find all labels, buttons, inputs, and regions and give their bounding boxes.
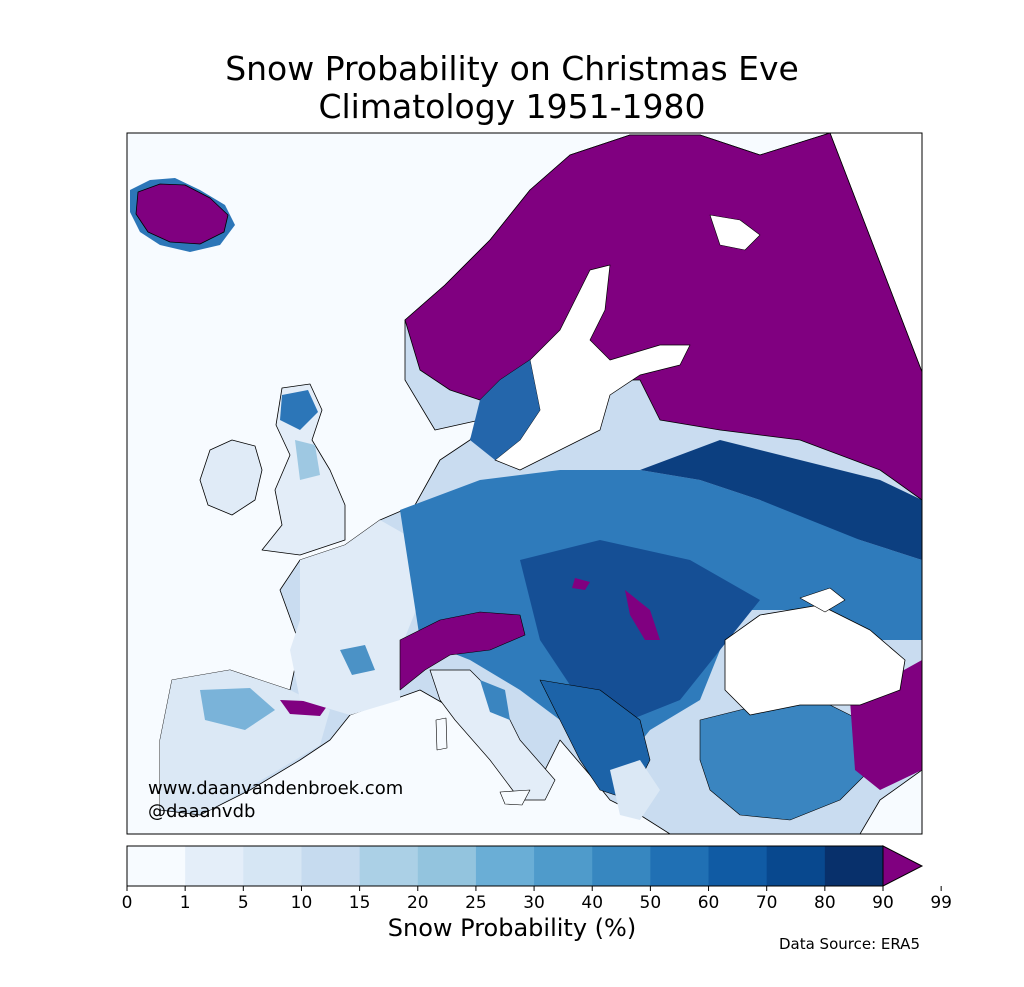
credit-website: www.daanvandenbroek.com (148, 778, 404, 799)
colorbar-swatch (824, 846, 884, 886)
credit-handle: @daaanvdb (148, 801, 256, 822)
colorbar-tick-label: 90 (872, 893, 894, 913)
russia-dark-shading (640, 440, 922, 560)
data-source: Data Source: ERA5 (778, 935, 920, 953)
colorbar-swatch (185, 846, 244, 886)
black-sea (724, 604, 906, 716)
colorbar-tick-label: 80 (814, 893, 836, 913)
colorbar-tick-label: 99 (930, 893, 952, 913)
map-frame (126, 132, 923, 835)
title-line-1: Snow Probability on Christmas Eve (225, 49, 799, 88)
colorbar-tick-label: 60 (697, 893, 720, 913)
colorbar-swatch (243, 846, 302, 886)
title-line-2: Climatology 1951-1980 (318, 87, 706, 126)
scotland-shading (280, 390, 318, 430)
colorbar-tick-label: 1 (179, 893, 191, 913)
greece (610, 760, 660, 820)
apennines-shading (480, 680, 510, 720)
colorbar-tick-label: 20 (406, 893, 429, 913)
alps (399, 611, 526, 691)
colorbar-tick-label: 25 (465, 893, 487, 913)
sea-of-azov (799, 587, 846, 613)
colorbar-swatch (359, 846, 419, 886)
colorbar-tick-label: 40 (581, 893, 604, 913)
colorbar-swatch (650, 846, 710, 886)
tatra-peak (572, 578, 590, 590)
colorbar-tick-label: 70 (755, 893, 778, 913)
colorbar-swatch (534, 846, 593, 886)
iceland (135, 183, 229, 245)
colorbar-frame (126, 845, 884, 887)
southern-sweden-shading (470, 360, 540, 460)
colorbar-tick-label: 50 (639, 893, 662, 913)
colorbar-label: Snow Probability (%) (387, 914, 637, 942)
france (290, 520, 420, 715)
colorbar-swatch (592, 846, 651, 886)
colorbar-swatch (766, 846, 826, 886)
colorbar-swatch (301, 846, 361, 886)
ireland (199, 439, 263, 516)
carpathians-peak (625, 590, 660, 640)
sicily (499, 789, 531, 806)
corsica-sardinia (435, 717, 448, 751)
iberia-highlands (200, 688, 275, 730)
colorbar-tick-label: 5 (237, 893, 249, 913)
white-sea (709, 214, 761, 251)
pennines-shading (295, 440, 320, 480)
baltic-sea (494, 264, 691, 471)
colorbar-tick-label: 10 (290, 893, 313, 913)
colorbar-swatch (475, 846, 535, 886)
colorbar-tick-label: 15 (348, 893, 371, 913)
colorbar-swatch (127, 846, 186, 886)
colorbar-swatch (708, 846, 768, 886)
colorbar-swatch (417, 846, 477, 886)
colorbar-tick-label: 30 (523, 893, 545, 913)
colorbar-tick-label: 0 (121, 893, 133, 913)
colorbar-extend-arrow (882, 845, 924, 887)
massif-central (340, 645, 375, 675)
